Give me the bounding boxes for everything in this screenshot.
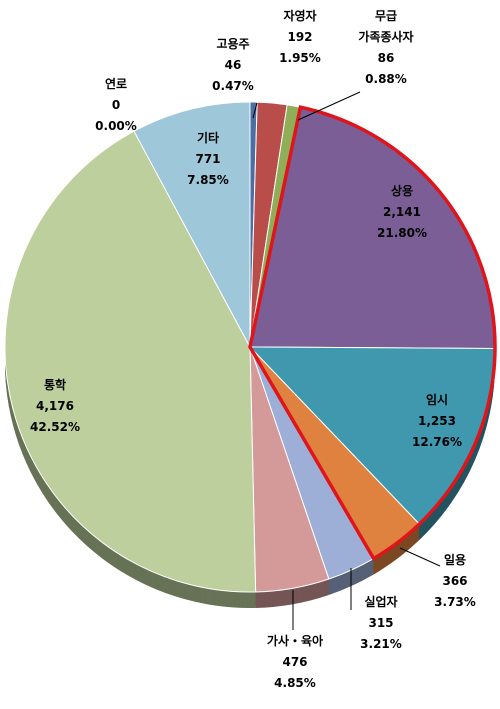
data-label-1-name: 자영자 xyxy=(283,8,316,23)
data-label-3-name: 상용 xyxy=(391,183,413,198)
highlight-outline-group xyxy=(248,105,497,561)
data-label-5-percent: 3.73% xyxy=(434,595,476,609)
data-label-1-percent: 1.95% xyxy=(279,51,321,65)
data-label-4-name: 임시 xyxy=(426,393,448,407)
data-label-7-count: 476 xyxy=(282,655,307,669)
leader-line-0 xyxy=(252,102,258,119)
data-label-2-count: 86 xyxy=(378,51,395,65)
data-label-0-name: 고용주 xyxy=(216,36,249,51)
data-label-6-count: 315 xyxy=(368,616,393,630)
data-label-8-count: 4,176 xyxy=(36,399,74,413)
data-label-2-name-1: 무급 xyxy=(375,9,397,23)
data-label-9-percent: 0.00% xyxy=(95,119,137,133)
data-label-1-count: 192 xyxy=(287,30,312,44)
data-label-2-name-2: 가족종사자 xyxy=(358,29,413,44)
data-label-10-name: 기타 xyxy=(197,130,219,145)
leader-line-5 xyxy=(399,547,441,567)
data-label-6-name: 실업자 xyxy=(364,594,397,609)
data-label-7-name: 가사・육아 xyxy=(267,633,323,648)
data-label-8-percent: 42.52% xyxy=(30,420,80,434)
data-label-9-count: 0 xyxy=(112,98,120,112)
data-label-3-count: 2,141 xyxy=(383,205,421,219)
data-label-4-count: 1,253 xyxy=(418,414,456,428)
data-label-6-percent: 3.21% xyxy=(360,637,402,651)
leader-line-2 xyxy=(297,91,361,121)
pie-slice-8 xyxy=(4,130,257,593)
data-label-10-count: 771 xyxy=(195,152,220,166)
data-label-2-percent: 0.88% xyxy=(365,72,407,86)
data-label-9-name: 연로 xyxy=(105,76,127,91)
data-label-10-percent: 7.85% xyxy=(187,173,229,187)
leader-lines-group xyxy=(252,91,441,630)
data-label-0-count: 46 xyxy=(225,58,242,72)
data-label-7-percent: 4.85% xyxy=(274,676,316,690)
pie-slices-group xyxy=(4,101,496,593)
pie-slice-10 xyxy=(133,101,251,348)
highlight-outline xyxy=(248,105,497,561)
data-label-5-count: 366 xyxy=(442,574,467,588)
data-label-3-percent: 21.80% xyxy=(377,226,427,240)
data-label-5-name: 일용 xyxy=(444,552,466,567)
data-label-0-percent: 0.47% xyxy=(212,79,254,93)
data-label-4-percent: 12.76% xyxy=(412,435,462,449)
data-label-8-name: 통학 xyxy=(44,377,66,392)
